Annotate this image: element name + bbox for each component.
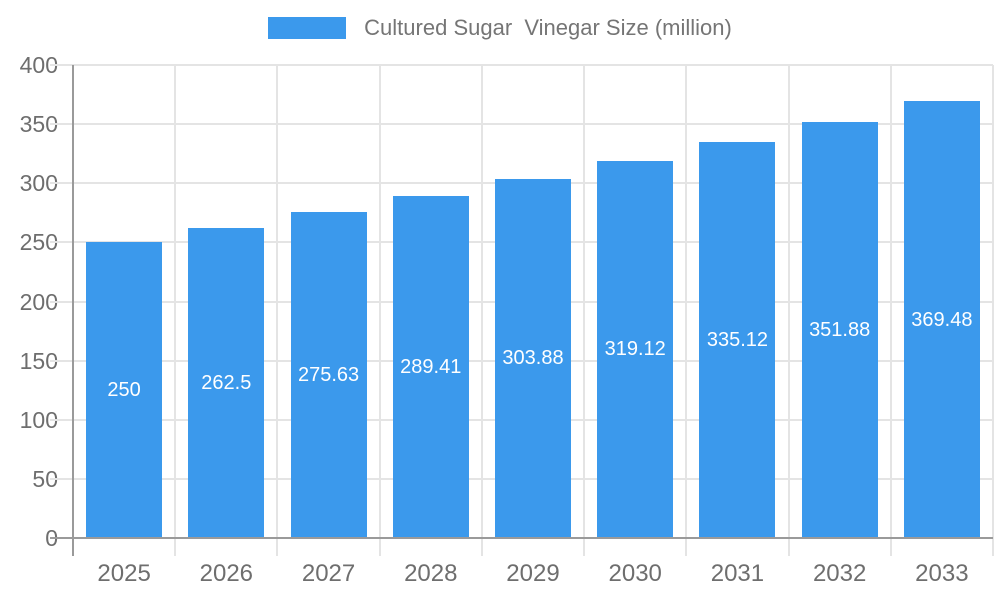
legend-item[interactable]: Cultured Sugar Vinegar Size (million) — [0, 17, 1000, 39]
bar[interactable] — [801, 121, 878, 538]
bar[interactable] — [699, 141, 776, 538]
bar-value-label: 289.41 — [400, 355, 462, 378]
bar-value-label: 335.12 — [706, 328, 769, 351]
bar[interactable] — [86, 242, 163, 538]
x-tick-label: 2028 — [404, 560, 458, 587]
x-tick-label: 2026 — [199, 560, 254, 587]
x-tick-label: 2032 — [812, 560, 867, 587]
bar[interactable] — [188, 227, 265, 538]
gridline-vertical — [685, 65, 688, 556]
bar[interactable] — [290, 212, 367, 538]
x-tick-label: 2025 — [97, 560, 151, 587]
x-tick-label: 2031 — [710, 560, 765, 587]
y-axis-line — [72, 65, 74, 556]
bar-value-label: 275.63 — [297, 364, 360, 387]
x-tick-label: 2030 — [608, 560, 662, 587]
gridline-vertical — [787, 65, 790, 556]
bar-value-label: 351.88 — [809, 318, 871, 341]
legend-label: Cultured Sugar Vinegar Size (million) — [364, 15, 732, 40]
bar[interactable] — [495, 178, 571, 538]
bar-value-label: 369.48 — [911, 308, 973, 331]
gridline-vertical — [583, 65, 586, 556]
bar[interactable] — [392, 195, 469, 538]
gridline-vertical — [378, 65, 381, 556]
plot-area: 250 262.5 275.63 289.41 303.88 319.12 335.12 35… — [50, 64, 994, 556]
gridline-vertical — [480, 65, 483, 556]
x-tick-label: 2027 — [301, 560, 356, 587]
gridline-horizontal — [50, 64, 993, 66]
x-axis-line — [50, 537, 993, 539]
bar[interactable] — [903, 101, 980, 538]
gridline-horizontal — [50, 123, 993, 126]
x-tick-label: 2029 — [506, 560, 560, 587]
gridline-vertical — [889, 65, 892, 556]
bar-value-label: 262.5 — [201, 371, 252, 394]
gridline-vertical — [276, 65, 279, 556]
bar-value-label: 303.88 — [502, 347, 564, 370]
gridline-vertical — [174, 65, 177, 556]
bar-value-label: 319.12 — [604, 338, 666, 361]
bar-value-label: 250 — [107, 379, 141, 402]
bar[interactable] — [597, 160, 674, 538]
legend-swatch — [268, 17, 347, 39]
gridline-vertical — [992, 65, 994, 556]
x-tick-label: 2033 — [915, 560, 969, 587]
